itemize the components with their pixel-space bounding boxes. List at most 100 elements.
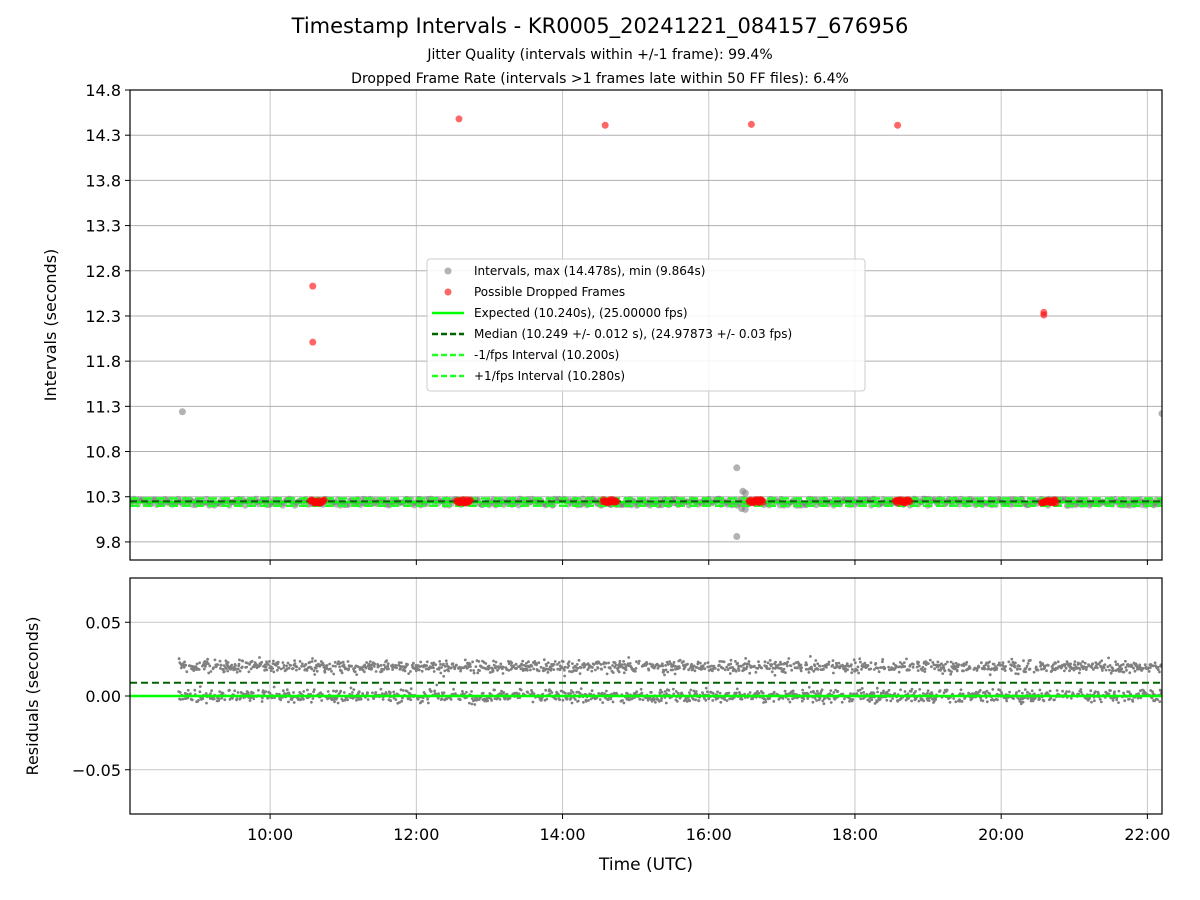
residual-point <box>529 668 532 672</box>
jitter-quality-subtitle: Jitter Quality (intervals within +/-1 fr… <box>427 47 773 63</box>
residual-point <box>342 691 346 694</box>
residuals-panel: 0.05 0.00 −0.05 10:00 12:00 14:00 16:00 18:00 20… <box>23 577 1170 875</box>
residual-point <box>973 667 977 670</box>
residual-point <box>885 690 889 694</box>
residual-point <box>1104 668 1108 672</box>
residual-point <box>868 700 871 703</box>
residual-point <box>671 687 675 691</box>
residual-point <box>545 664 548 668</box>
residual-point <box>386 664 390 668</box>
residual-point <box>236 667 240 671</box>
residual-point <box>470 702 474 706</box>
residual-point <box>443 669 447 673</box>
residual-point <box>737 669 741 672</box>
residual-point <box>1036 668 1040 672</box>
residual-point <box>654 700 657 704</box>
residual-point <box>810 667 814 671</box>
residual-point <box>277 666 281 669</box>
residual-point <box>290 698 294 701</box>
residual-point <box>852 658 856 662</box>
residual-point <box>832 691 836 694</box>
residual-point <box>1148 666 1152 670</box>
residual-point <box>924 663 928 667</box>
residual-point <box>912 663 915 666</box>
residual-point <box>223 670 226 673</box>
residual-point <box>514 662 518 666</box>
residual-point <box>1005 699 1009 703</box>
residual-point <box>445 662 449 666</box>
residual-point <box>558 698 561 702</box>
residual-point <box>770 670 774 674</box>
residual-point <box>772 690 776 694</box>
residual-point <box>811 700 815 704</box>
residual-point <box>241 659 245 663</box>
residual-point <box>312 688 316 692</box>
residual-point <box>1045 669 1048 673</box>
residual-point <box>659 699 663 702</box>
residual-point <box>537 669 541 673</box>
residual-point <box>1131 700 1135 703</box>
residual-point <box>268 660 271 663</box>
residual-point <box>237 662 241 666</box>
residual-point <box>374 670 378 673</box>
residual-point <box>1063 669 1066 673</box>
residual-point <box>896 699 900 703</box>
residual-point <box>1103 663 1107 666</box>
residual-point <box>613 665 617 669</box>
residual-point <box>927 699 931 702</box>
residual-point <box>855 668 859 672</box>
residual-point <box>212 697 216 701</box>
residual-point <box>230 666 234 670</box>
residual-point <box>936 660 940 664</box>
residual-point <box>1130 664 1134 668</box>
residual-point <box>637 659 641 663</box>
residual-point <box>537 661 541 665</box>
residual-point <box>1008 690 1011 694</box>
residual-point <box>987 664 990 668</box>
residual-point <box>421 699 424 703</box>
residual-point <box>674 667 677 671</box>
residual-point <box>179 698 183 701</box>
residual-point <box>1107 692 1111 696</box>
residual-point <box>716 668 720 672</box>
residual-point <box>688 699 692 703</box>
residual-point <box>228 698 232 701</box>
residual-point <box>1010 664 1014 667</box>
residual-point <box>1016 667 1019 671</box>
residual-point <box>311 697 315 700</box>
residual-point <box>341 660 345 664</box>
residual-point <box>219 663 223 667</box>
residual-point <box>567 660 571 664</box>
residual-point <box>494 660 498 664</box>
residuals-y-axis-label: Residuals (seconds) <box>23 617 42 776</box>
residual-point <box>218 659 222 663</box>
residual-point <box>182 663 185 666</box>
residual-point <box>416 697 420 701</box>
residual-point <box>673 664 677 668</box>
residual-point <box>774 660 777 664</box>
residual-point <box>848 697 852 701</box>
residual-point <box>339 689 343 693</box>
residual-point <box>697 699 701 703</box>
residual-point <box>473 703 477 706</box>
residual-point <box>956 665 960 669</box>
residual-point <box>753 664 756 668</box>
residual-point <box>938 689 942 692</box>
residual-point <box>398 701 401 704</box>
residual-point <box>181 697 185 701</box>
residual-point <box>914 690 917 693</box>
residual-point <box>352 688 356 691</box>
residual-point <box>664 701 668 705</box>
residual-point <box>287 666 291 670</box>
legend-plus-fps-label: +1/fps Interval (10.280s) <box>474 369 625 383</box>
residual-point <box>716 690 719 694</box>
residual-point <box>1063 663 1067 666</box>
residual-point <box>968 666 972 670</box>
residual-point <box>1098 697 1102 701</box>
residual-point <box>1090 700 1093 704</box>
residual-point <box>712 664 716 668</box>
residual-point <box>908 668 911 672</box>
residual-point <box>403 669 407 673</box>
residual-point <box>1093 699 1096 703</box>
residual-point <box>1111 699 1115 702</box>
